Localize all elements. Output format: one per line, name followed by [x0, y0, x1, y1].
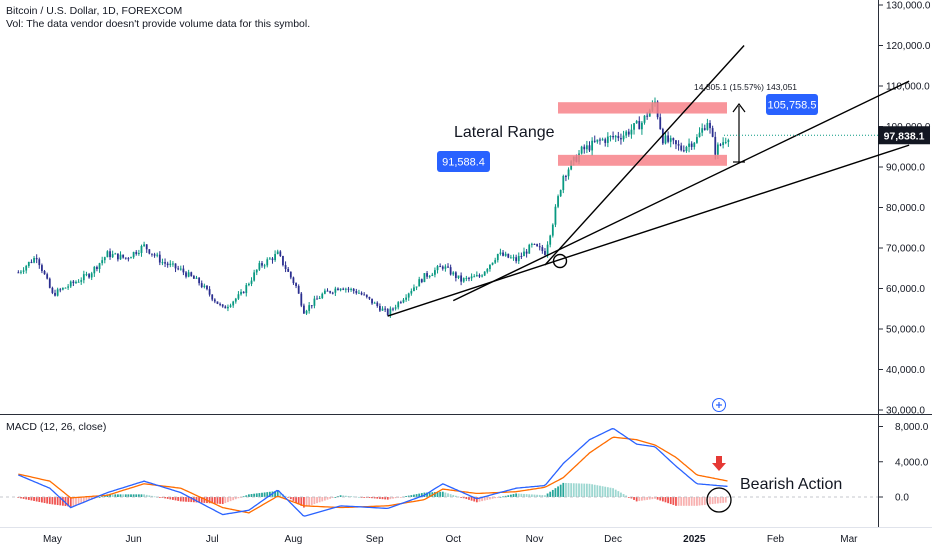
lateral-range-label: Lateral Range: [454, 124, 555, 141]
chart-header: Bitcoin / U.S. Dollar, 1D, FOREXCOM Vol:…: [6, 5, 310, 31]
bearish-action-label: Bearish Action: [740, 476, 842, 493]
range-measure-label: 14,305.1 (15.57%) 143,051: [694, 82, 797, 92]
volume-note: Vol: The data vendor doesn't provide vol…: [6, 18, 311, 30]
symbol-title[interactable]: Bitcoin / U.S. Dollar, 1D, FOREXCOM: [6, 5, 183, 17]
